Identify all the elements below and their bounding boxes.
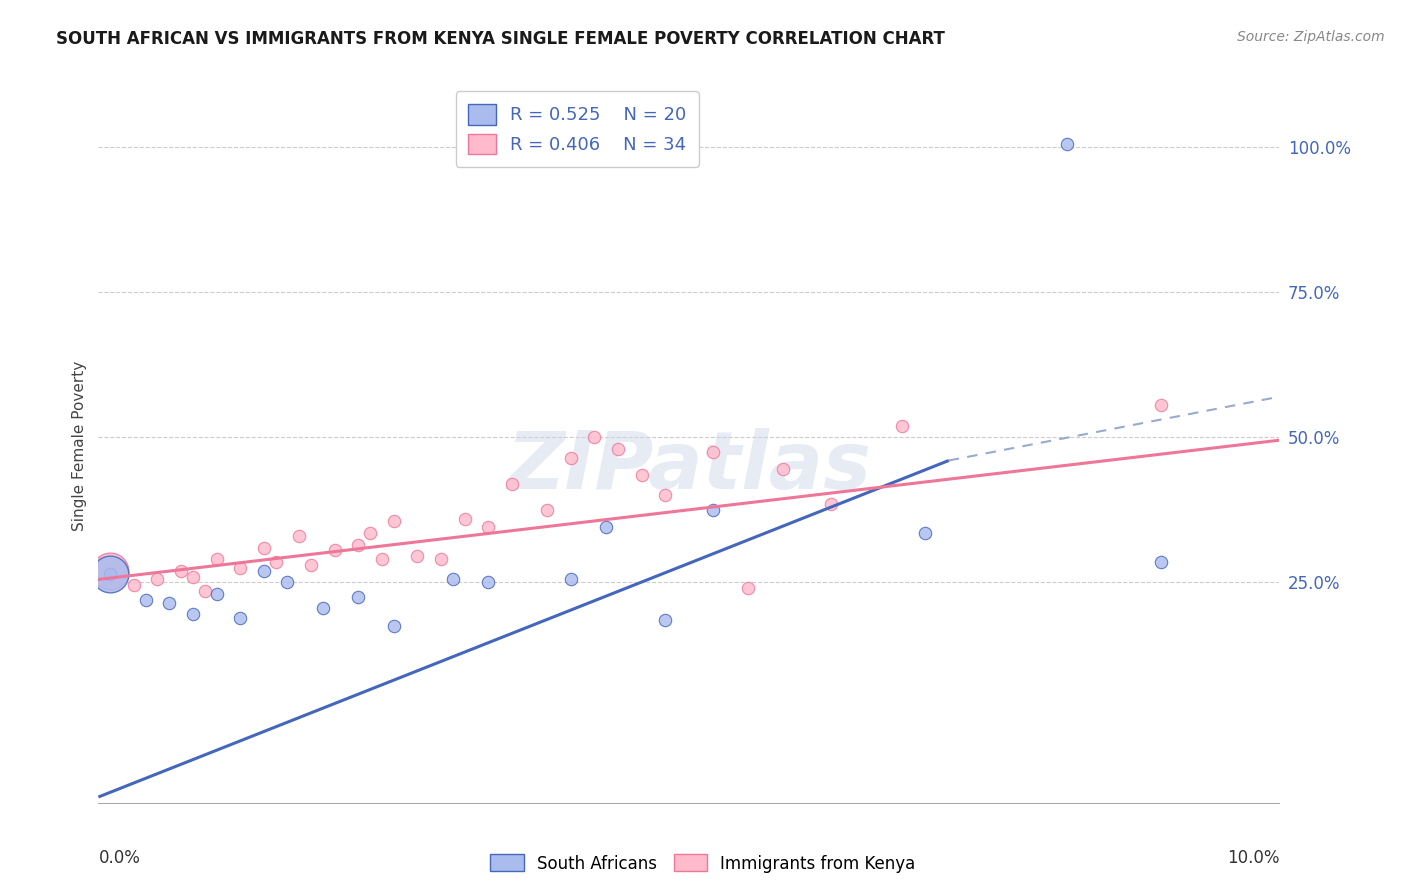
Point [122, 578, 145, 592]
Point [1150, 398, 1173, 412]
Point [477, 520, 499, 534]
Point [312, 601, 335, 615]
Point [98, 564, 121, 578]
Point [654, 613, 676, 627]
Point [820, 497, 842, 511]
Point [323, 543, 346, 558]
Point [607, 442, 630, 456]
Point [98, 566, 121, 581]
Point [382, 515, 405, 529]
Point [583, 430, 606, 444]
Point [630, 468, 652, 483]
Point [702, 503, 724, 517]
Point [205, 552, 228, 566]
Point [157, 596, 180, 610]
Point [181, 569, 204, 583]
Point [890, 418, 912, 433]
Y-axis label: Single Female Poverty: Single Female Poverty [72, 361, 87, 531]
Point [737, 581, 759, 595]
Point [441, 573, 464, 587]
Point [253, 541, 276, 555]
Point [914, 526, 936, 541]
Point [430, 552, 453, 566]
Point [146, 573, 169, 587]
Point [560, 573, 582, 587]
Text: 10.0%: 10.0% [1227, 849, 1279, 867]
Point [560, 450, 582, 465]
Point [229, 561, 252, 575]
Point [595, 520, 617, 534]
Text: Source: ZipAtlas.com: Source: ZipAtlas.com [1237, 30, 1385, 45]
Point [347, 538, 370, 552]
Point [1056, 137, 1078, 152]
Point [702, 445, 724, 459]
Point [382, 619, 405, 633]
Point [359, 526, 381, 541]
Point [253, 564, 276, 578]
Point [229, 611, 252, 625]
Point [170, 564, 193, 578]
Point [194, 584, 217, 599]
Point [205, 587, 228, 601]
Legend: South Africans, Immigrants from Kenya: South Africans, Immigrants from Kenya [484, 847, 922, 880]
Legend: R = 0.525    N = 20, R = 0.406    N = 34: R = 0.525 N = 20, R = 0.406 N = 34 [456, 91, 699, 167]
Point [1150, 555, 1173, 569]
Point [477, 575, 499, 590]
Point [772, 462, 794, 476]
Point [181, 607, 204, 622]
Point [453, 511, 475, 525]
Point [98, 564, 121, 578]
Point [501, 476, 523, 491]
Point [406, 549, 429, 564]
Point [264, 555, 287, 569]
Point [288, 529, 311, 543]
Text: SOUTH AFRICAN VS IMMIGRANTS FROM KENYA SINGLE FEMALE POVERTY CORRELATION CHART: SOUTH AFRICAN VS IMMIGRANTS FROM KENYA S… [56, 30, 945, 48]
Text: ZIPatlas: ZIPatlas [506, 428, 872, 507]
Point [371, 552, 394, 566]
Point [654, 488, 676, 502]
Point [135, 592, 157, 607]
Point [98, 566, 121, 581]
Point [347, 590, 370, 604]
Point [276, 575, 298, 590]
Text: 0.0%: 0.0% [98, 849, 141, 867]
Point [299, 558, 322, 572]
Point [536, 503, 558, 517]
